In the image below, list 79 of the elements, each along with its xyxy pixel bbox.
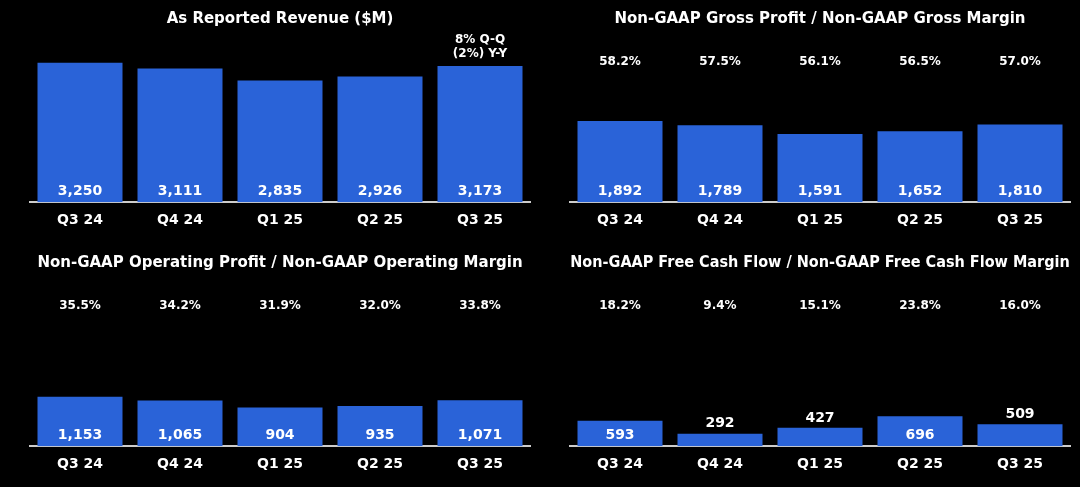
- text: 56.1%: [799, 54, 841, 69]
- bar: [37, 396, 123, 446]
- text: 31.9%: [259, 297, 301, 312]
- x-tick-label: Q3 25: [997, 454, 1043, 471]
- data-label: 1,591: [797, 181, 843, 198]
- text: 15.1%: [799, 297, 841, 312]
- data-label: 3,173: [457, 181, 503, 198]
- data-label: 935: [365, 425, 395, 442]
- x-tick-label: Q4 24: [697, 211, 744, 228]
- data-label: 292: [705, 413, 735, 430]
- data-label: 2,835: [257, 181, 303, 198]
- bar: [977, 124, 1063, 203]
- data-label: 904: [265, 425, 295, 442]
- bar: [337, 405, 423, 446]
- x-tick-label: Q4 24: [697, 454, 744, 471]
- x-tick-label: Q2 25: [897, 211, 943, 228]
- text: 16.0%: [999, 297, 1041, 312]
- text: 33.8%: [459, 297, 501, 312]
- text: 34.2%: [159, 297, 201, 312]
- text: 8% Q-Q (2%) Y-Y: [452, 32, 508, 61]
- bar: [237, 80, 323, 203]
- text: 56.5%: [899, 54, 941, 69]
- text: 57.5%: [699, 54, 741, 69]
- data-label: 1,892: [597, 181, 643, 198]
- data-label: 696: [905, 425, 935, 442]
- text: 57.0%: [999, 54, 1041, 69]
- x-tick-label: Q3 24: [597, 211, 644, 228]
- data-label: 1,652: [897, 181, 943, 198]
- x-tick-label: Q3 24: [597, 454, 644, 471]
- bar: [677, 125, 763, 203]
- chart-title: Non-GAAP Operating Profit / Non-GAAP Operating Margin: [37, 252, 523, 271]
- text: 18.2%: [599, 297, 641, 312]
- text: 35.5%: [59, 297, 101, 312]
- chart-title: Non-GAAP Gross Profit / Non-GAAP Gross Margin: [614, 8, 1026, 27]
- x-tick-label: Q4 24: [157, 211, 204, 228]
- x-tick-label: Q1 25: [797, 454, 843, 471]
- chart-title: As Reported Revenue ($M): [166, 8, 394, 27]
- text: 32.0%: [359, 297, 401, 312]
- bar: [877, 131, 963, 203]
- bar: [977, 423, 1063, 446]
- bar: [237, 406, 323, 446]
- bar: [877, 415, 963, 446]
- x-tick-label: Q3 24: [57, 454, 104, 471]
- bar: [437, 399, 523, 446]
- x-tick-label: Q3 25: [457, 454, 503, 471]
- bar: [137, 68, 223, 203]
- x-tick-label: Q3 25: [457, 211, 503, 228]
- x-tick-label: Q1 25: [257, 211, 303, 228]
- data-label: 1,789: [697, 181, 743, 198]
- data-label: 509: [1005, 404, 1035, 421]
- bar: [437, 65, 523, 203]
- x-tick-label: Q2 25: [897, 454, 943, 471]
- data-label: 1,810: [997, 181, 1043, 198]
- bar: [777, 427, 863, 446]
- text: 58.2%: [599, 54, 641, 69]
- x-tick-label: Q3 25: [997, 211, 1043, 228]
- text: 23.8%: [899, 297, 941, 312]
- data-label: 1,065: [157, 425, 203, 442]
- x-tick-label: Q1 25: [797, 211, 843, 228]
- x-tick-label: Q2 25: [357, 211, 403, 228]
- data-label: 3,111: [157, 181, 203, 198]
- data-label: 2,926: [357, 181, 403, 198]
- data-label: 1,153: [57, 425, 103, 442]
- data-label: 593: [605, 425, 635, 442]
- chart-title: Non-GAAP Free Cash Flow / Non-GAAP Free Cash Flow Margin: [570, 252, 1070, 270]
- x-tick-label: Q4 24: [157, 454, 204, 471]
- bar: [137, 399, 223, 446]
- x-tick-label: Q2 25: [357, 454, 403, 471]
- x-tick-label: Q3 24: [57, 211, 104, 228]
- data-label: 1,071: [457, 425, 503, 442]
- data-label: 3,250: [57, 181, 103, 198]
- bar: [777, 133, 863, 203]
- text: 9.4%: [703, 297, 737, 312]
- bar: [37, 62, 123, 203]
- bar: [337, 76, 423, 203]
- bar: [677, 433, 763, 446]
- x-tick-label: Q1 25: [257, 454, 303, 471]
- bar: [577, 120, 663, 203]
- data-label: 427: [805, 408, 835, 424]
